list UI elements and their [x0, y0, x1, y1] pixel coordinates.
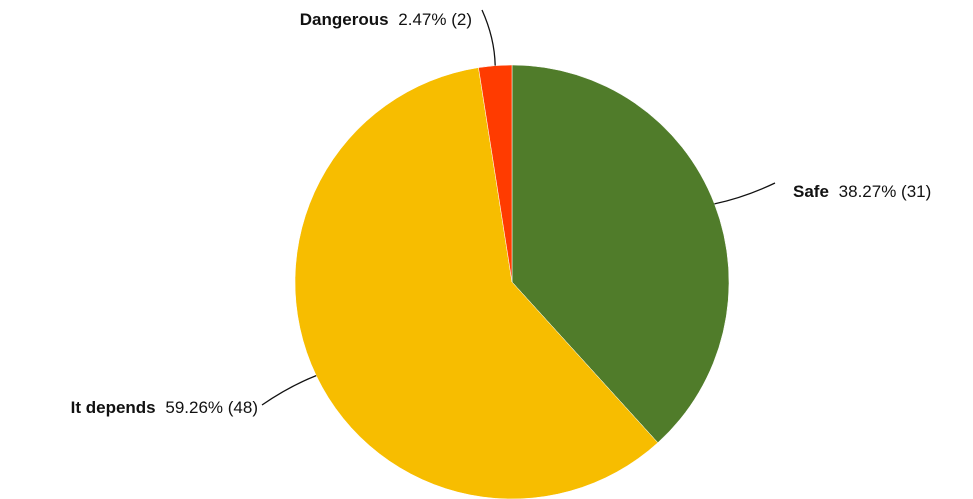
- pie-slice-safe: [511, 64, 730, 444]
- label-it-depends-value: 59.26% (48): [165, 398, 258, 417]
- label-it-depends: It depends 59.26% (48): [71, 398, 258, 417]
- label-it-depends-name: It depends: [71, 398, 156, 417]
- label-safe-name: Safe: [793, 182, 829, 201]
- label-dangerous-value: 2.47% (2): [398, 10, 472, 29]
- leader-line-dangerous: [481, 9, 496, 66]
- pie-slice-it-depends: [294, 67, 659, 499]
- pie-slices: [294, 64, 730, 499]
- label-dangerous: Dangerous 2.47% (2): [300, 10, 472, 29]
- label-safe: Safe 38.27% (31): [793, 182, 931, 201]
- label-safe-value: 38.27% (31): [839, 182, 932, 201]
- leader-line-it-depends: [261, 375, 317, 406]
- leader-lines: [261, 9, 776, 406]
- leader-line-safe: [714, 182, 776, 205]
- label-dangerous-name: Dangerous: [300, 10, 389, 29]
